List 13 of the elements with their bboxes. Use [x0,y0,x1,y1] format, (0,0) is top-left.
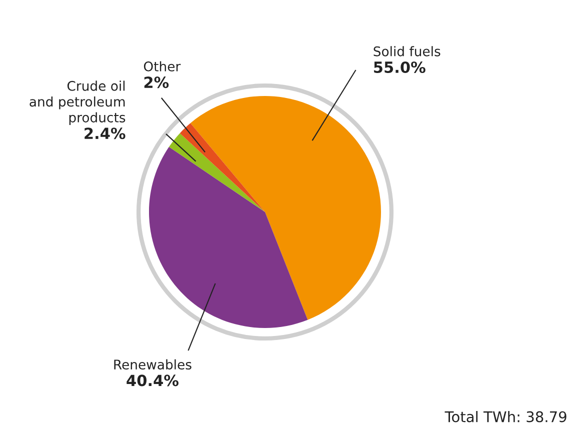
data-label: 55.0% [374,61,426,74]
slice-label: Renewables [114,359,192,370]
pie-slice [190,96,381,320]
pie-slice [168,133,265,212]
pie-slice [180,123,265,212]
data-label: 2% [144,76,169,88]
data-label: 40.4% [126,374,178,386]
slice-label: Crude oil and petroleum products [30,80,126,125]
slice-label: Solid fuels [374,46,440,56]
data-label: 2.4% [84,128,126,140]
text: Total TWh: 38.79 [444,410,566,422]
slice-label: Other [144,61,181,72]
pie-slice [149,146,308,328]
